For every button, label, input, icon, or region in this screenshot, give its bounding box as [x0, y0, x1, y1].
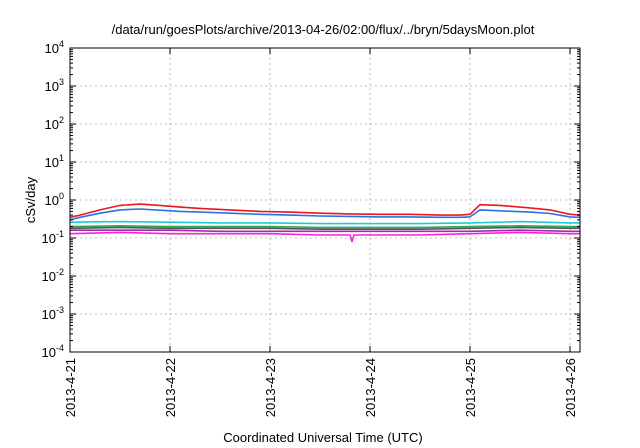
series-line-2 [69, 208, 581, 221]
x-tick-label: 2013-4-24 [363, 358, 378, 417]
series-layer [69, 203, 581, 243]
series-line-5 [69, 226, 580, 230]
x-tick-label: 2013-4-26 [563, 358, 578, 417]
y-axis-title: cSv/day [23, 176, 38, 223]
y-tick-label: 10-1 [42, 229, 64, 246]
y-tick-label: 104 [45, 39, 64, 56]
y-tick-label: 10-4 [42, 343, 64, 360]
series-line-3 [69, 220, 580, 225]
y-axis: 10-4 10-3 10-2 10-1 100 101 102 103 104 [42, 39, 580, 360]
y-tick-label: 102 [45, 115, 64, 132]
y-tick-label: 10-3 [42, 305, 64, 322]
y-tick-label: 103 [45, 77, 64, 94]
x-tick-label: 2013-4-25 [463, 358, 478, 417]
y-tick-label: 10-2 [42, 267, 64, 284]
x-tick-label: 2013-4-23 [263, 358, 278, 417]
y-tick-label: 101 [45, 153, 64, 170]
series-line-1 [69, 203, 581, 219]
y-tick-label: 100 [45, 191, 64, 208]
series-line-4 [69, 225, 580, 229]
grid [70, 48, 580, 352]
series-line-6 [70, 229, 580, 233]
x-axis: 2013-4-21 2013-4-22 2013-4-23 2013-4-24 2013… [63, 48, 578, 417]
chart-title: /data/run/goesPlots/archive/2013-04-26/0… [112, 22, 535, 37]
series-line-7 [69, 231, 580, 243]
x-axis-title: Coordinated Universal Time (UTC) [223, 430, 422, 445]
x-tick-label: 2013-4-21 [63, 358, 78, 417]
x-tick-label: 2013-4-22 [163, 358, 178, 417]
